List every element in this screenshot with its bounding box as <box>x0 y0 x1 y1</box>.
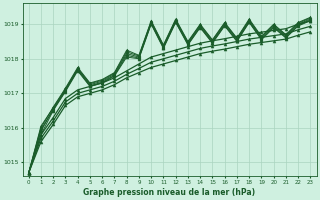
X-axis label: Graphe pression niveau de la mer (hPa): Graphe pression niveau de la mer (hPa) <box>84 188 256 197</box>
